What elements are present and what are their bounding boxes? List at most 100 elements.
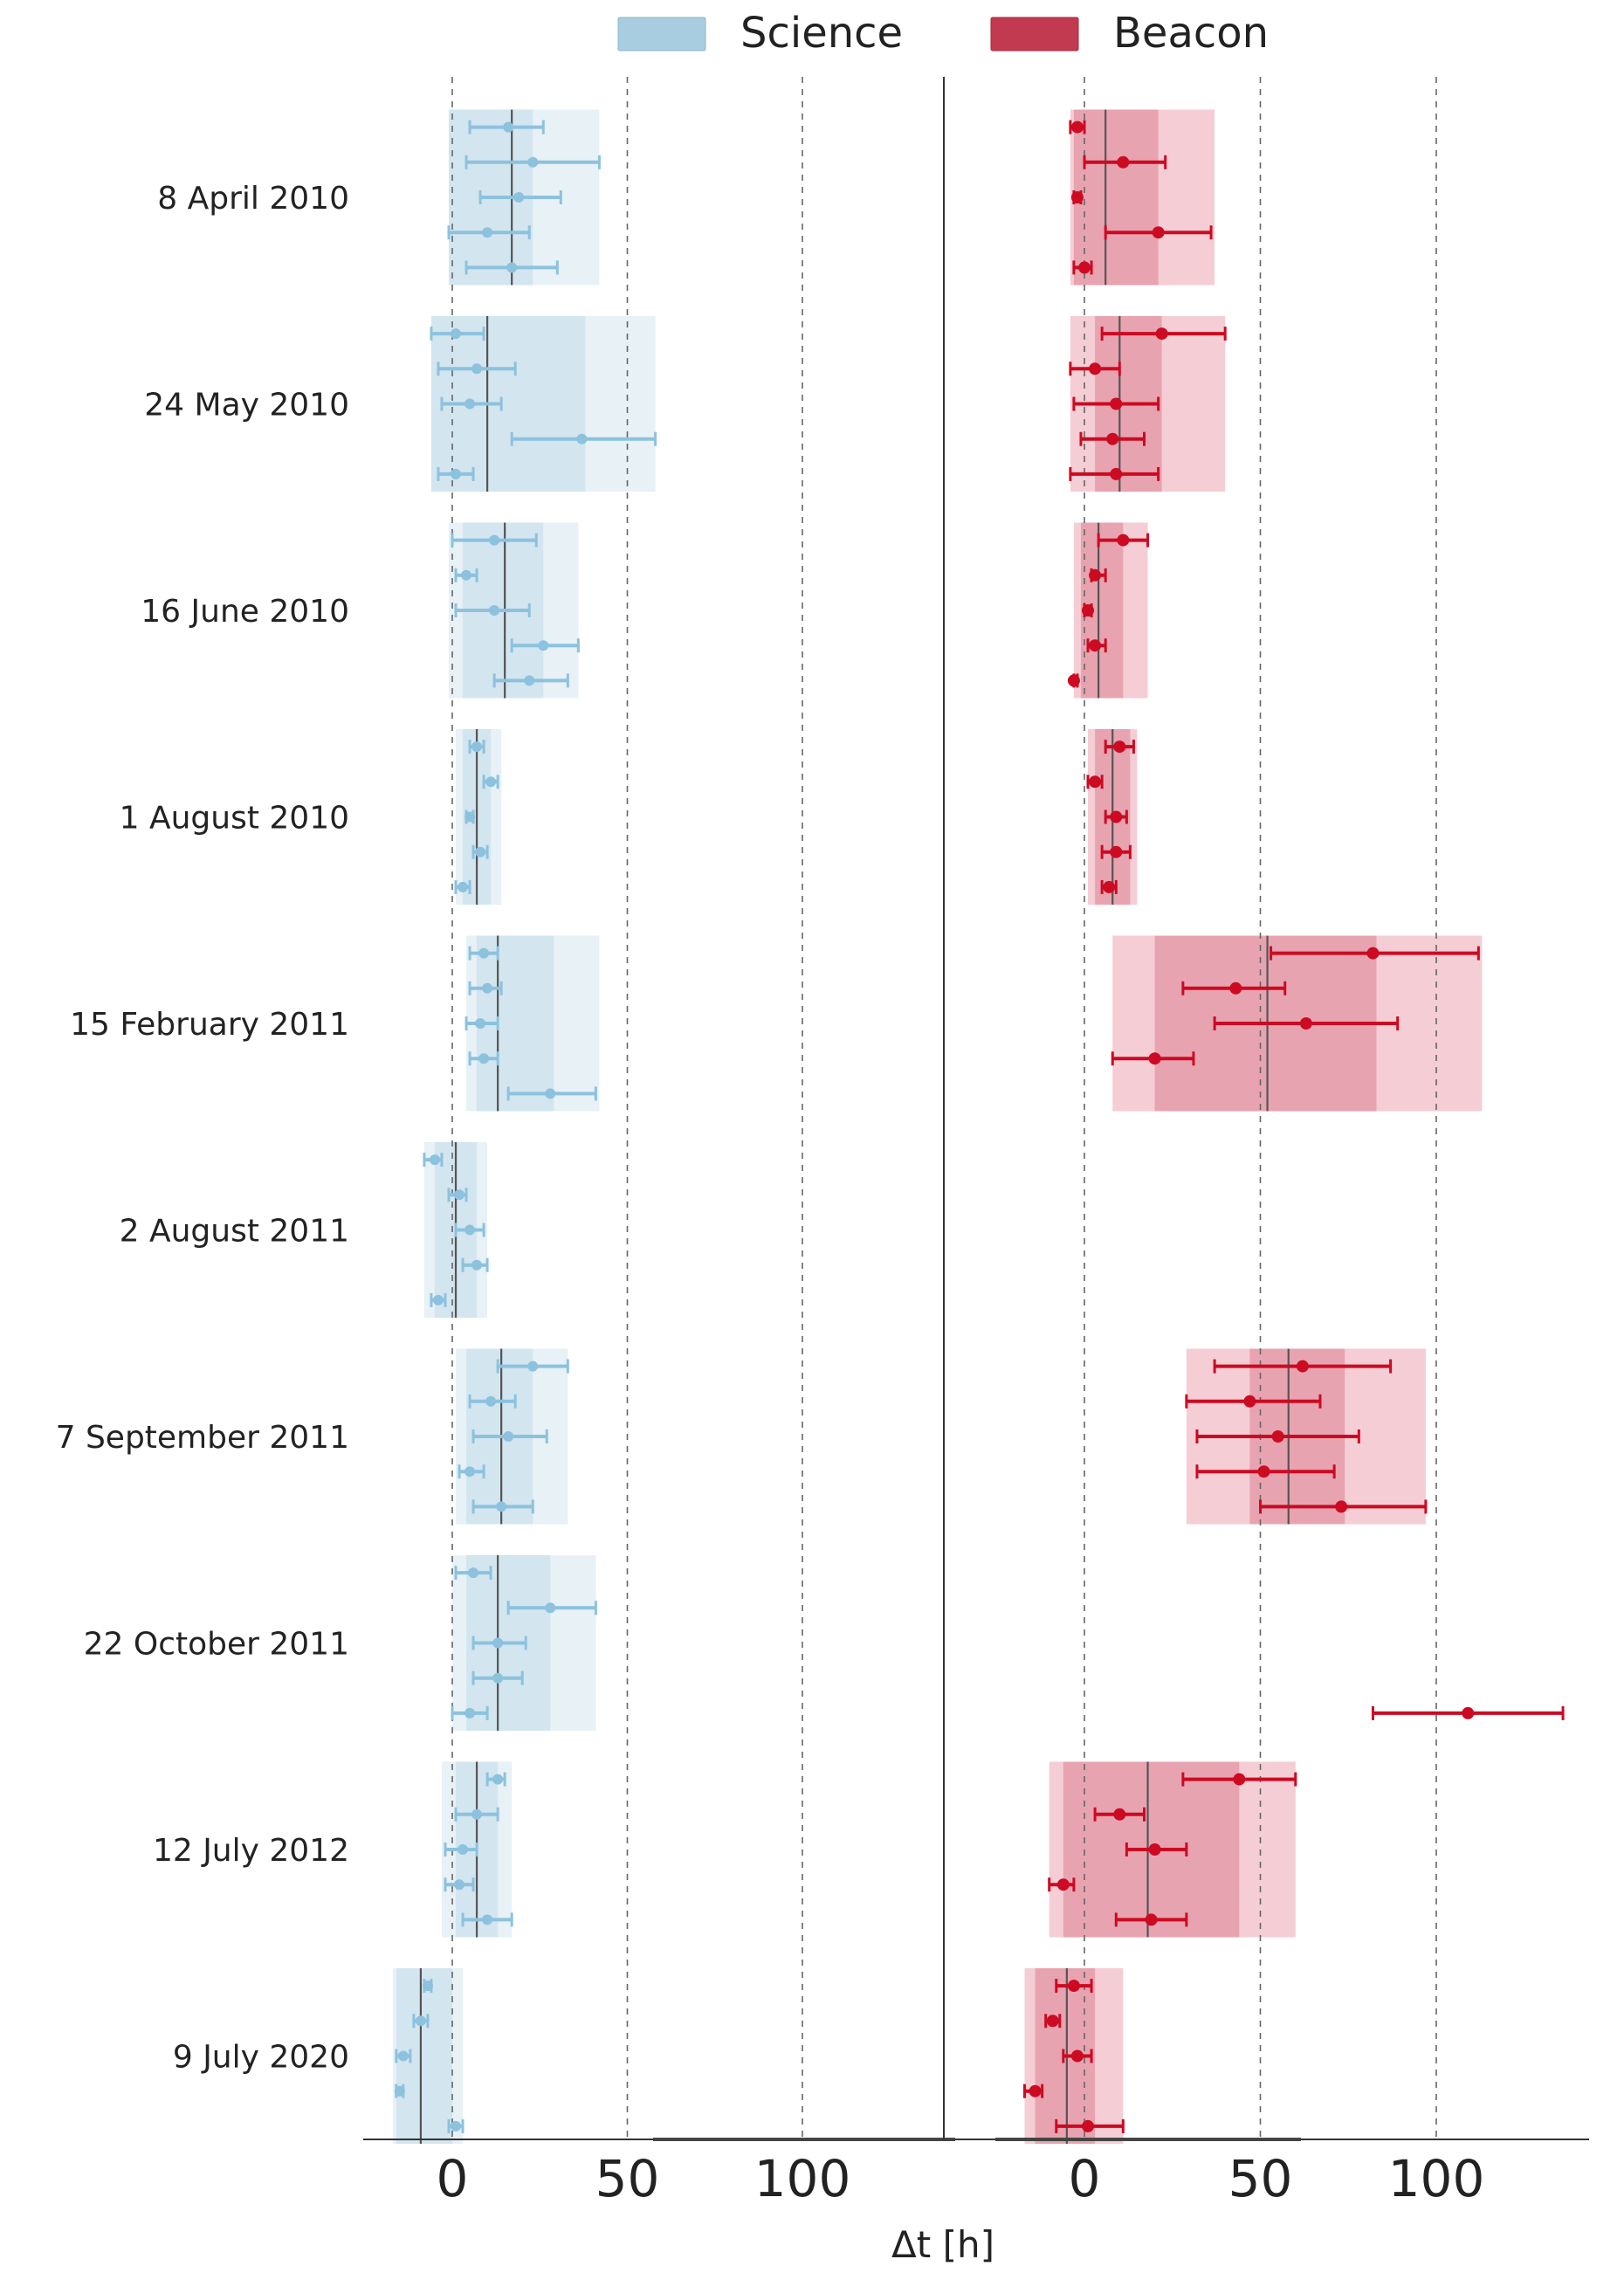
science-marker	[545, 1602, 556, 1614]
science-point	[461, 1257, 489, 1272]
science-marker	[506, 262, 518, 273]
science-marker	[471, 1808, 483, 1820]
science-point	[492, 673, 569, 688]
beacon-point	[1104, 740, 1135, 754]
grid-layer	[451, 77, 1437, 2139]
x-axis-title: Δt [h]	[891, 2223, 994, 2266]
science-marker	[429, 1154, 440, 1166]
beacon-marker	[1366, 947, 1380, 960]
beacon-marker	[1070, 2049, 1084, 2063]
beacon-marker	[1106, 432, 1119, 445]
science-point	[471, 1670, 524, 1685]
science-point	[437, 466, 475, 481]
science-point	[510, 638, 580, 653]
science-marker	[432, 1294, 444, 1305]
science-point	[423, 1153, 444, 1167]
science-point	[510, 431, 657, 446]
beacon-point	[1270, 946, 1480, 961]
beacon-point	[1044, 2014, 1062, 2028]
science-marker	[513, 192, 525, 203]
beacon-marker	[1271, 1430, 1284, 1443]
beacon-point	[1213, 1016, 1400, 1030]
science-point	[496, 1359, 569, 1374]
legend-swatch-beacon	[990, 17, 1079, 52]
beacon-outer-band	[1070, 109, 1215, 286]
science-marker	[478, 947, 490, 959]
science-point	[447, 1188, 468, 1202]
science-point	[471, 1499, 534, 1514]
beacon-point	[1072, 396, 1160, 411]
legend-swatch-science	[617, 17, 706, 52]
science-marker	[503, 1431, 514, 1442]
legend: Science Beacon	[617, 9, 1269, 58]
science-marker	[475, 1018, 486, 1029]
science-point	[461, 1912, 513, 1927]
beacon-marker	[1462, 1706, 1475, 1719]
science-point	[506, 1601, 597, 1615]
beacon-marker	[1089, 775, 1102, 789]
science-point	[454, 568, 478, 582]
beacon-point	[1195, 1429, 1360, 1443]
science-point	[468, 740, 485, 754]
science-point	[454, 1223, 485, 1237]
science-marker	[464, 1224, 476, 1236]
beacon-marker	[1029, 2084, 1042, 2097]
beacon-point	[1104, 809, 1128, 824]
beacon-point	[1055, 1979, 1093, 1994]
science-marker	[458, 1844, 469, 1855]
beacon-point	[1100, 844, 1132, 859]
science-marker	[478, 1053, 490, 1064]
science-outer-band	[456, 729, 502, 905]
beacon-point	[1100, 879, 1118, 894]
science-point	[468, 946, 499, 961]
science-marker	[451, 2120, 462, 2132]
beacon-point	[1111, 1051, 1195, 1066]
beacon-point	[1083, 155, 1167, 169]
beacon-marker	[1110, 845, 1123, 858]
event-label: 24 May 2010	[144, 388, 349, 424]
beacon-marker	[1110, 467, 1123, 480]
beacon-point	[1069, 120, 1086, 134]
points-layer	[394, 120, 1565, 2133]
beacon-point	[1069, 362, 1121, 376]
beacon-marker	[1148, 1843, 1161, 1856]
beacon-point	[1114, 1912, 1188, 1927]
science-point	[422, 1979, 433, 1994]
science-point	[440, 396, 503, 411]
beacon-marker	[1103, 880, 1116, 893]
science-marker	[524, 675, 535, 686]
beacon-marker	[1152, 226, 1165, 239]
legend-label-science: Science	[740, 9, 903, 58]
beacon-marker	[1145, 1913, 1158, 1926]
beacon-point	[1082, 603, 1095, 617]
science-point	[394, 2084, 405, 2098]
legend-label-beacon: Beacon	[1113, 9, 1269, 58]
beacon-inner-band	[1073, 109, 1159, 286]
science-marker	[451, 468, 462, 479]
x-tick-label: 0	[1069, 2149, 1101, 2208]
science-marker	[397, 2050, 409, 2062]
science-point	[444, 1843, 478, 1856]
science-point	[464, 809, 476, 824]
science-marker	[485, 776, 497, 788]
science-point	[451, 533, 538, 548]
beacon-marker	[1082, 604, 1095, 616]
science-point	[444, 1877, 475, 1892]
beacon-marker	[1148, 1052, 1161, 1065]
science-point	[451, 1705, 489, 1720]
axes-layer: 0 50 100 0 50 100	[363, 77, 1589, 2208]
beacon-point	[1259, 1499, 1428, 1514]
beacon-marker	[1117, 155, 1130, 169]
science-point	[437, 362, 517, 376]
science-point	[471, 844, 489, 859]
beacon-marker	[1089, 362, 1102, 375]
science-point	[478, 190, 562, 204]
science-marker	[492, 1774, 504, 1785]
beacon-point	[1185, 1394, 1322, 1409]
beacon-marker	[1089, 568, 1102, 582]
science-point	[454, 1807, 499, 1822]
science-marker	[471, 1259, 483, 1271]
science-marker	[482, 1914, 493, 1925]
beacon-point	[1125, 1843, 1188, 1856]
